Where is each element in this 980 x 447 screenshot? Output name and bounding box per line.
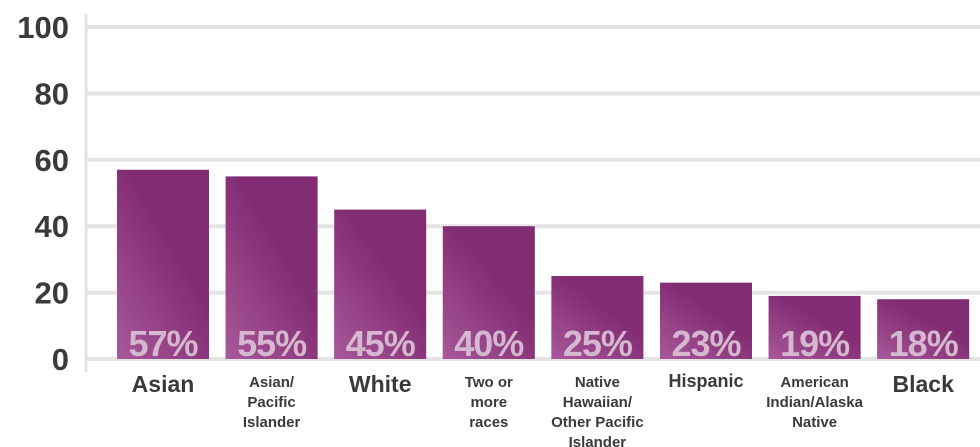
x-tick-label-line: White (349, 371, 412, 397)
y-tick-label: 100 (17, 10, 69, 45)
bar-highlight (877, 299, 970, 359)
x-tick-label-line: Two or (465, 374, 513, 391)
x-tick-label-line: American (780, 374, 848, 391)
bar-highlight (117, 169, 209, 359)
x-tick-label-line: Hispanic (668, 371, 743, 391)
x-tick-label: White (349, 371, 412, 397)
x-tick-label-line: Asian/ (249, 374, 295, 391)
data-label: 19% (780, 323, 850, 364)
x-tick-label: Black (893, 371, 955, 397)
y-tick-label: 20 (35, 276, 69, 311)
y-axis: 0 20 40 60 80 100 (17, 10, 88, 377)
x-tick-label-line: races (469, 414, 508, 431)
data-label: 25% (563, 323, 633, 364)
x-tick-label-line: Native (792, 414, 837, 431)
x-tick-label-line: Islander (569, 434, 627, 447)
bar-highlight (225, 176, 318, 359)
x-tick-label-line: Pacific (247, 394, 295, 411)
data-label: 18% (889, 323, 959, 364)
y-tick-label: 60 (35, 143, 69, 178)
x-tick-label: Two or more races (465, 374, 513, 431)
x-tick-label: Hispanic (668, 371, 743, 391)
x-tick-label-line: Islander (243, 414, 301, 431)
x-tick-label-line: Hawaiian/ (563, 394, 633, 411)
x-tick-label-line: Other Pacific (551, 414, 644, 431)
bar-highlight (442, 226, 535, 359)
data-label: 23% (671, 323, 741, 364)
x-tick-label: American Indian/Alaska Native (766, 374, 863, 431)
data-label: 40% (454, 323, 524, 364)
data-label: 45% (346, 323, 416, 364)
y-tick-label: 40 (35, 209, 69, 244)
x-tick-label: Native Hawaiian/Other Pacific Islander (551, 374, 644, 447)
x-tick-label: Asian/Pacific Islander (243, 374, 301, 431)
x-axis-labels: Asian Asian/Pacific Islander White Two or mor… (132, 371, 954, 447)
bar-highlight (551, 276, 644, 359)
x-tick-label: Asian (132, 371, 195, 397)
x-tick-label-line: Black (893, 371, 955, 397)
x-tick-label-line: more (470, 394, 507, 411)
x-tick-label-line: Indian/Alaska (766, 394, 863, 411)
data-label: 55% (237, 323, 307, 364)
bar-highlight (660, 282, 752, 359)
bars: 57% 55% 45% 40% 25% 23% 19% 18% (117, 169, 970, 364)
data-label: 57% (128, 323, 198, 364)
bar-highlight (334, 209, 427, 359)
y-tick-label: 0 (52, 342, 69, 377)
y-tick-label: 80 (35, 76, 69, 111)
bar-highlight (768, 295, 861, 359)
x-tick-label-line: Native (575, 374, 620, 391)
x-tick-label-line: Asian (132, 371, 195, 397)
